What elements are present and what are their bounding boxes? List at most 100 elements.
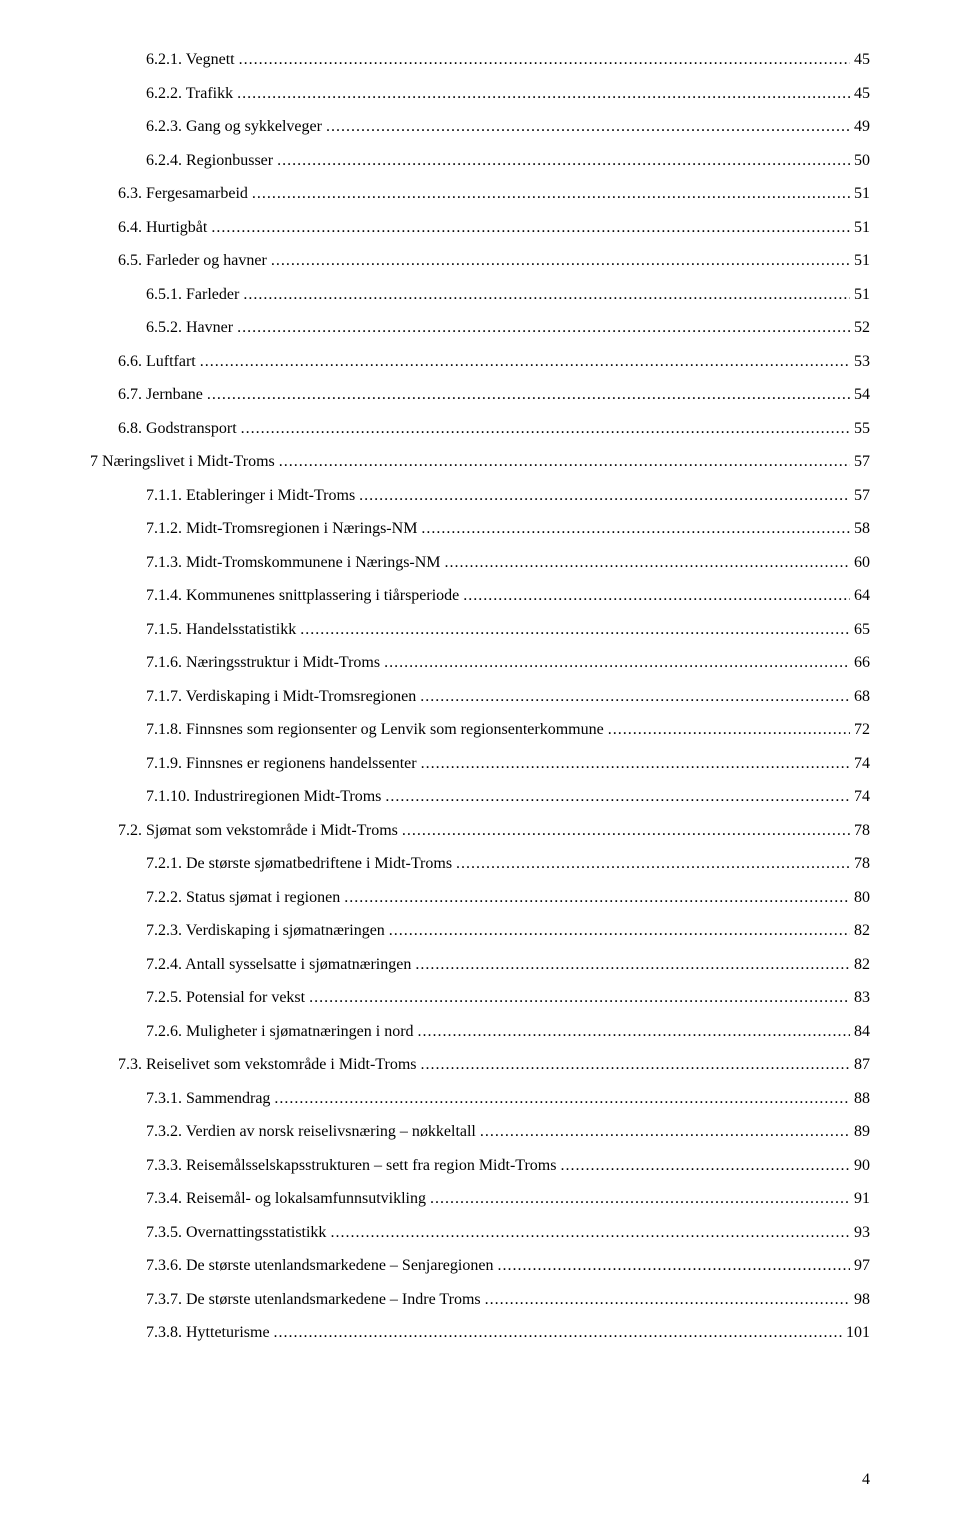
toc-entry: 6.5.1. Farleder 51 <box>90 283 870 307</box>
toc-entry: 6.2.2. Trafikk 45 <box>90 82 870 106</box>
toc-entry-label: 6.6. Luftfart <box>118 350 196 374</box>
toc-entry-page: 101 <box>846 1321 870 1345</box>
toc-entry-page: 57 <box>854 450 870 474</box>
toc-entry-page: 65 <box>854 618 870 642</box>
toc-entry-page: 87 <box>854 1053 870 1077</box>
toc-entry: 7.3. Reiselivet som vekstområde i Midt-T… <box>90 1053 870 1077</box>
toc-entry-label: 6.5. Farleder og havner <box>118 249 267 273</box>
toc-leader-dots <box>389 919 850 943</box>
toc-entry-page: 84 <box>854 1020 870 1044</box>
toc-leader-dots <box>421 1053 850 1077</box>
toc-leader-dots <box>237 316 850 340</box>
toc-leader-dots <box>207 383 850 407</box>
toc-entry-label: 6.5.1. Farleder <box>146 283 239 307</box>
toc-entry-page: 80 <box>854 886 870 910</box>
toc-entry-label: 6.3. Fergesamarbeid <box>118 182 248 206</box>
toc-entry-page: 49 <box>854 115 870 139</box>
toc-entry-label: 7.1.8. Finnsnes som regionsenter og Lenv… <box>146 718 604 742</box>
toc-entry: 6.2.3. Gang og sykkelveger 49 <box>90 115 870 139</box>
toc-leader-dots <box>271 249 850 273</box>
toc-leader-dots <box>200 350 850 374</box>
toc-leader-dots <box>344 886 850 910</box>
toc-entry: 6.8. Godstransport 55 <box>90 417 870 441</box>
toc-entry: 7.3.8. Hytteturisme 101 <box>90 1321 870 1345</box>
toc-entry: 7.1.5. Handelsstatistikk 65 <box>90 618 870 642</box>
toc-leader-dots <box>418 1020 850 1044</box>
toc-entry-label: 7.1.7. Verdiskaping i Midt-Tromsregionen <box>146 685 416 709</box>
toc-entry-page: 78 <box>854 852 870 876</box>
toc-leader-dots <box>421 517 850 541</box>
toc-leader-dots <box>359 484 850 508</box>
toc-entry-label: 7.3.8. Hytteturisme <box>146 1321 270 1345</box>
toc-entry-page: 45 <box>854 82 870 106</box>
toc-entry-page: 64 <box>854 584 870 608</box>
toc-entry-page: 97 <box>854 1254 870 1278</box>
toc-leader-dots <box>309 986 850 1010</box>
toc-entry-page: 74 <box>854 752 870 776</box>
toc-entry-page: 66 <box>854 651 870 675</box>
toc-entry-label: 7.2.2. Status sjømat i regionen <box>146 886 340 910</box>
toc-entry-page: 91 <box>854 1187 870 1211</box>
toc-entry: 7.1.6. Næringsstruktur i Midt-Troms 66 <box>90 651 870 675</box>
toc-entry-label: 7.3.3. Reisemålsselskapsstrukturen – set… <box>146 1154 556 1178</box>
toc-leader-dots <box>384 651 850 675</box>
toc-leader-dots <box>430 1187 850 1211</box>
toc-leader-dots <box>277 149 850 173</box>
toc-entry-label: 7.3. Reiselivet som vekstområde i Midt-T… <box>118 1053 417 1077</box>
toc-entry-label: 6.2.3. Gang og sykkelveger <box>146 115 322 139</box>
toc-entry: 6.4. Hurtigbåt 51 <box>90 216 870 240</box>
toc-entry-page: 51 <box>854 283 870 307</box>
toc-entry-page: 90 <box>854 1154 870 1178</box>
toc-entry: 7.3.3. Reisemålsselskapsstrukturen – set… <box>90 1154 870 1178</box>
toc-entry: 7.1.9. Finnsnes er regionens handelssent… <box>90 752 870 776</box>
toc-entry-page: 88 <box>854 1087 870 1111</box>
toc-entry: 6.2.4. Regionbusser 50 <box>90 149 870 173</box>
toc-leader-dots <box>456 852 850 876</box>
toc-entry-page: 74 <box>854 785 870 809</box>
toc-entry-label: 7.1.6. Næringsstruktur i Midt-Troms <box>146 651 380 675</box>
toc-entry: 7.3.6. De største utenlandsmarkedene – S… <box>90 1254 870 1278</box>
toc-leader-dots <box>421 752 850 776</box>
toc-entry-page: 57 <box>854 484 870 508</box>
table-of-contents: 6.2.1. Vegnett 45 6.2.2. Trafikk 45 6.2.3.… <box>90 48 870 1345</box>
toc-leader-dots <box>279 450 850 474</box>
toc-entry-label: 7.3.4. Reisemål- og lokalsamfunnsutvikli… <box>146 1187 426 1211</box>
toc-entry-label: 7.3.5. Overnattingsstatistikk <box>146 1221 326 1245</box>
toc-entry: 7.3.7. De største utenlandsmarkedene – I… <box>90 1288 870 1312</box>
toc-leader-dots <box>326 115 850 139</box>
toc-leader-dots <box>211 216 850 240</box>
toc-leader-dots <box>485 1288 850 1312</box>
toc-entry-page: 93 <box>854 1221 870 1245</box>
toc-leader-dots <box>415 953 850 977</box>
toc-entry: 6.7. Jernbane 54 <box>90 383 870 407</box>
toc-entry-label: 7.1.5. Handelsstatistikk <box>146 618 296 642</box>
toc-entry-page: 98 <box>854 1288 870 1312</box>
toc-entry: 7.2.2. Status sjømat i regionen 80 <box>90 886 870 910</box>
toc-entry: 6.5. Farleder og havner 51 <box>90 249 870 273</box>
toc-entry: 7 Næringslivet i Midt-Troms 57 <box>90 450 870 474</box>
toc-leader-dots <box>243 283 850 307</box>
toc-leader-dots <box>239 48 850 72</box>
toc-entry-page: 54 <box>854 383 870 407</box>
toc-leader-dots <box>241 417 850 441</box>
toc-entry: 6.6. Luftfart 53 <box>90 350 870 374</box>
toc-entry: 7.1.3. Midt-Tromskommunene i Nærings-NM … <box>90 551 870 575</box>
toc-entry-page: 89 <box>854 1120 870 1144</box>
toc-entry-label: 7.3.1. Sammendrag <box>146 1087 270 1111</box>
toc-entry-label: 7.1.3. Midt-Tromskommunene i Nærings-NM <box>146 551 441 575</box>
toc-entry: 6.5.2. Havner 52 <box>90 316 870 340</box>
toc-entry: 7.2. Sjømat som vekstområde i Midt-Troms… <box>90 819 870 843</box>
toc-entry-label: 6.2.4. Regionbusser <box>146 149 273 173</box>
toc-entry-page: 52 <box>854 316 870 340</box>
toc-entry: 7.1.4. Kommunenes snittplassering i tiår… <box>90 584 870 608</box>
page-number: 4 <box>862 1471 870 1489</box>
toc-leader-dots <box>463 584 850 608</box>
toc-entry: 7.2.5. Potensial for vekst 83 <box>90 986 870 1010</box>
toc-entry-page: 83 <box>854 986 870 1010</box>
toc-entry-page: 82 <box>854 919 870 943</box>
toc-entry-label: 6.4. Hurtigbåt <box>118 216 207 240</box>
toc-entry: 6.2.1. Vegnett 45 <box>90 48 870 72</box>
toc-entry: 7.2.6. Muligheter i sjømatnæringen i nor… <box>90 1020 870 1044</box>
toc-entry-page: 55 <box>854 417 870 441</box>
toc-entry-page: 50 <box>854 149 870 173</box>
